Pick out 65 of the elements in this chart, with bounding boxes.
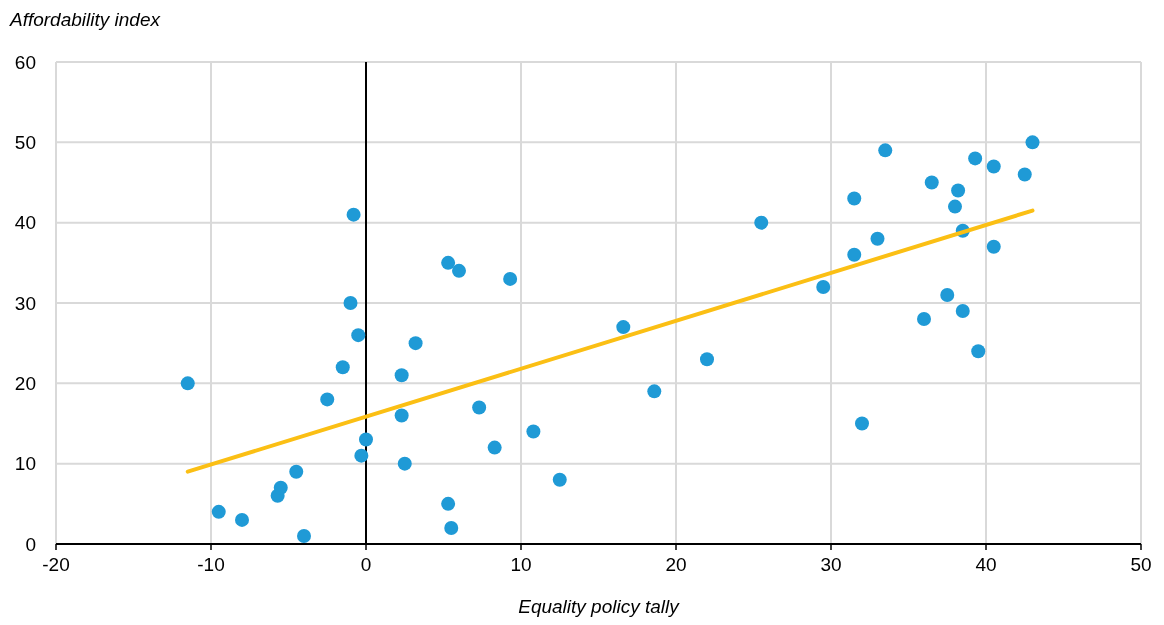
x-tick-label: -20	[42, 554, 70, 576]
x-tick-label: 0	[360, 554, 372, 576]
y-tick-label: 0	[25, 533, 36, 555]
point	[816, 279, 831, 294]
point	[235, 512, 249, 527]
point	[397, 456, 412, 471]
point	[273, 480, 288, 495]
point	[986, 239, 1001, 254]
point	[452, 263, 466, 278]
point	[180, 376, 195, 391]
y-tick-label: 40	[14, 212, 36, 234]
point	[986, 159, 1001, 174]
point	[870, 231, 885, 246]
x-tick-label: 20	[665, 554, 687, 576]
point	[878, 143, 893, 158]
point	[351, 328, 366, 343]
y-axis-title: Affordability index	[9, 9, 162, 30]
point	[354, 448, 369, 463]
point	[616, 320, 631, 335]
point	[289, 464, 304, 479]
point	[441, 255, 456, 270]
point	[394, 368, 409, 383]
point	[754, 215, 769, 230]
point	[394, 408, 409, 423]
point	[408, 336, 423, 351]
point	[968, 151, 983, 166]
point	[971, 344, 986, 359]
point	[320, 392, 335, 407]
point	[647, 384, 662, 399]
x-tick-label: 10	[510, 554, 532, 576]
point	[346, 207, 361, 222]
point	[955, 304, 970, 319]
point	[472, 400, 487, 415]
point	[1025, 135, 1040, 150]
point	[441, 496, 456, 511]
x-tick-label: 30	[820, 554, 842, 576]
point	[855, 416, 869, 431]
x-tick-label: 50	[1130, 554, 1152, 576]
point	[444, 520, 459, 535]
point	[917, 312, 931, 327]
y-tick-label: 20	[14, 372, 36, 394]
point	[948, 199, 962, 214]
point	[951, 183, 966, 198]
y-tick-label: 50	[14, 131, 36, 153]
point	[211, 504, 226, 519]
point	[297, 528, 311, 543]
point	[847, 247, 862, 262]
point	[503, 271, 518, 286]
point	[847, 191, 862, 206]
point	[700, 352, 714, 367]
y-tick-label: 60	[14, 51, 36, 73]
point	[487, 440, 502, 455]
y-tick-label: 10	[14, 453, 36, 475]
x-tick-label: -10	[197, 554, 225, 576]
y-tick-label: 30	[14, 292, 36, 314]
point	[552, 472, 567, 487]
point	[1017, 167, 1032, 182]
point	[359, 432, 373, 447]
point	[335, 360, 350, 375]
point	[343, 296, 358, 310]
point	[940, 287, 955, 302]
x-tick-label: 40	[975, 554, 997, 576]
point	[924, 175, 939, 190]
point	[526, 424, 541, 439]
x-axis-title: Equality policy tally	[518, 596, 681, 617]
